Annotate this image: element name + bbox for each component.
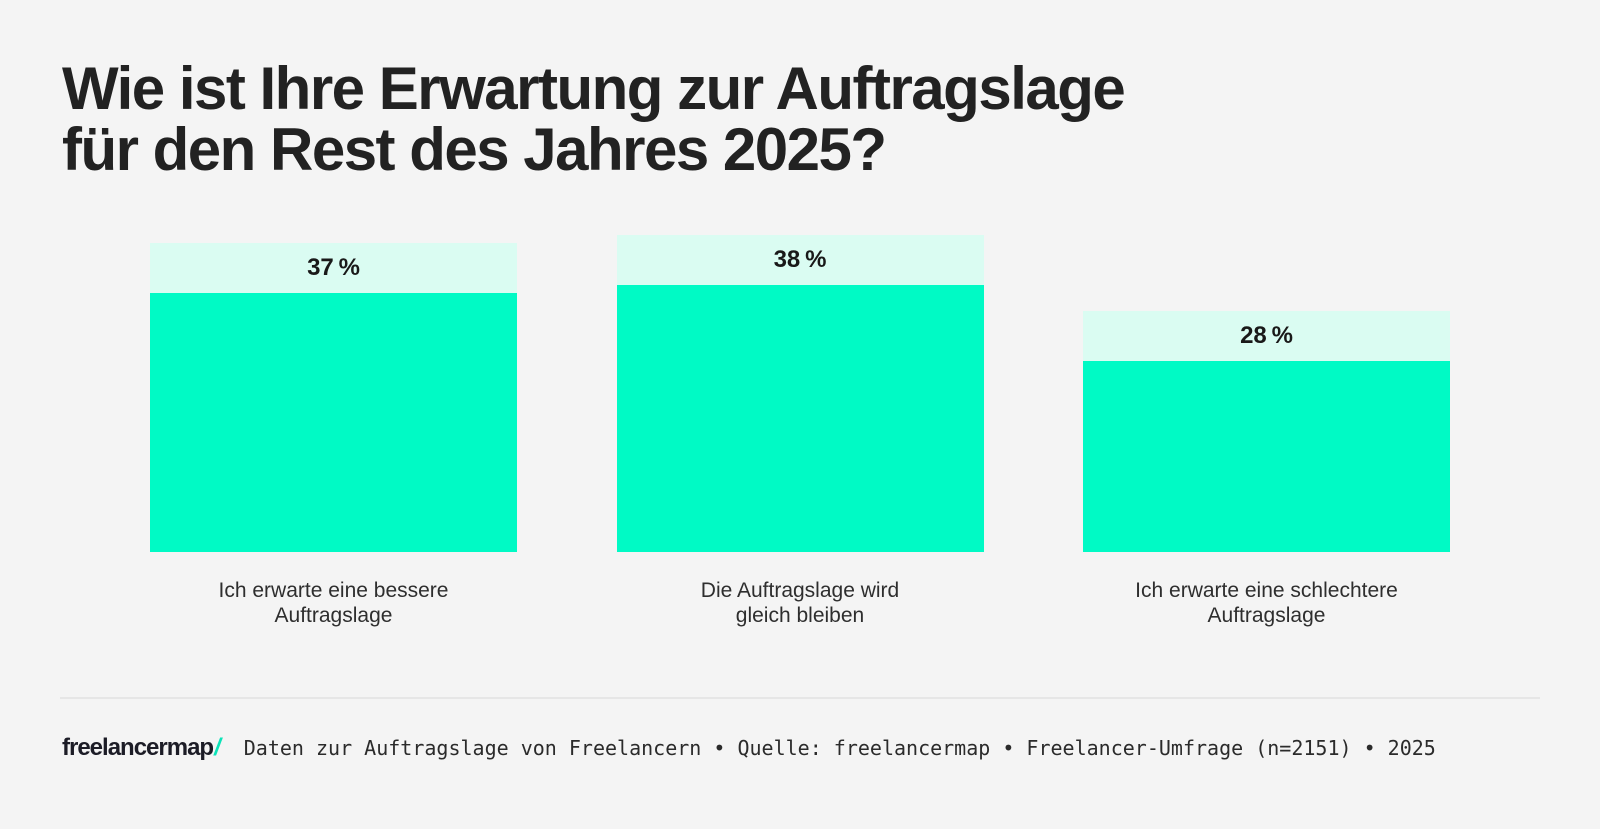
chart-title: Wie ist Ihre Erwartung zur Auftragslage … [62,58,1462,180]
bar-value-strip: 37 % [150,243,517,293]
bar-fill [150,293,517,552]
logo-slash-icon: / [214,734,221,761]
footer-divider [60,697,1540,699]
category-labels: Ich erwarte eine bessere Auftragslage Di… [150,578,1450,628]
freelancermap-logo-text: freelancermap [62,734,214,761]
chart-title-line-2: für den Rest des Jahres 2025? [62,116,887,183]
freelancermap-logo: freelancermap/ [62,734,221,762]
bar-value-strip: 28 % [1083,311,1450,361]
chart-title-line-1: Wie ist Ihre Erwartung zur Auftragslage [62,55,1126,122]
category-label-same: Die Auftragslage wird gleich bleiben [700,579,900,627]
footer-caption: Daten zur Auftragslage von Freelancern •… [243,736,1436,760]
bar-value-label: 38 % [773,246,827,273]
bar-fill [616,285,984,552]
bar-group-better: 37 % [150,243,517,552]
bar-value-label: 28 % [1240,322,1293,349]
bar-value-label: 37 % [307,254,360,281]
bar-group-same: 38 % [616,235,984,552]
category-label-worse: Ich erwarte eine schlechtere Auftragslag… [1135,579,1398,627]
footer: freelancermap/ Daten zur Auftragslage vo… [62,728,1542,768]
bar-chart: 37 % 38 % 28 % [150,235,1450,552]
bar-value-strip: 38 % [616,235,984,285]
bar-fill [1083,361,1450,552]
bar-group-worse: 28 % [1083,311,1450,552]
category-label-better: Ich erwarte eine bessere Auftragslage [218,579,449,627]
